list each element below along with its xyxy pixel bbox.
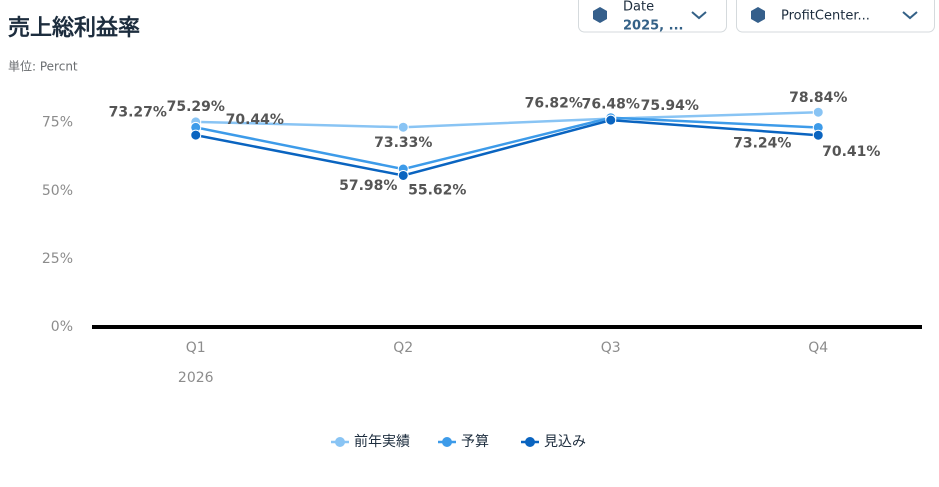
data-label: 75.94% — [641, 98, 699, 114]
series-line — [195, 110, 819, 129]
filter-label: Date — [623, 0, 654, 15]
x-group-label: 2026 — [178, 370, 214, 386]
data-point — [397, 121, 409, 133]
legend-marker — [525, 437, 535, 447]
data-label: 78.84% — [789, 90, 847, 106]
series-line — [195, 116, 819, 171]
series-line — [195, 118, 819, 177]
x-tick-label: Q2 — [393, 340, 413, 356]
filter-icon — [593, 7, 607, 23]
dropdown-arrow — [902, 11, 918, 20]
legend-label: 前年実績 — [354, 433, 410, 450]
data-label: 76.82% — [525, 96, 583, 112]
data-label: 73.33% — [374, 135, 432, 151]
chart-title: 売上総利益率 — [8, 15, 140, 41]
date-filter[interactable]: Date 2025, ... — [578, 0, 727, 34]
dropdown-arrow — [691, 11, 707, 20]
chart-subtitle: 単位: Percnt — [8, 60, 78, 74]
filter-icon — [751, 7, 765, 23]
x-tick-label: Q1 — [186, 340, 206, 356]
y-tick-label: 75% — [42, 115, 73, 131]
filter-box[interactable] — [578, 0, 727, 33]
data-point — [397, 169, 409, 181]
x-tick-label: Q3 — [601, 340, 621, 356]
filter-box[interactable] — [736, 0, 935, 33]
data-label: 70.41% — [822, 144, 880, 160]
data-label: 76.48% — [582, 97, 640, 113]
x-tick-label: Q4 — [808, 340, 828, 356]
data-label: 73.24% — [733, 135, 791, 151]
data-label: 73.27% — [109, 104, 167, 120]
legend-marker — [442, 437, 452, 447]
data-label: 57.98% — [339, 178, 397, 194]
filter-label: ProfitCenter... — [781, 9, 870, 24]
data-point — [812, 106, 824, 118]
y-tick-label: 0% — [51, 319, 73, 335]
data-label: 75.29% — [167, 99, 225, 115]
data-point — [605, 114, 617, 126]
legend-label: 予算 — [461, 434, 489, 450]
filter-value: 2025, ... — [623, 19, 683, 34]
y-tick-label: 50% — [42, 183, 73, 199]
data-label: 55.62% — [408, 182, 466, 198]
profit-center-filter[interactable]: ProfitCenter... — [736, 0, 935, 33]
legend-marker — [335, 437, 345, 447]
data-point — [190, 129, 202, 141]
legend-label: 見込み — [544, 434, 586, 450]
y-tick-label: 25% — [42, 251, 73, 267]
data-point — [812, 129, 824, 141]
data-label: 70.44% — [226, 112, 284, 128]
